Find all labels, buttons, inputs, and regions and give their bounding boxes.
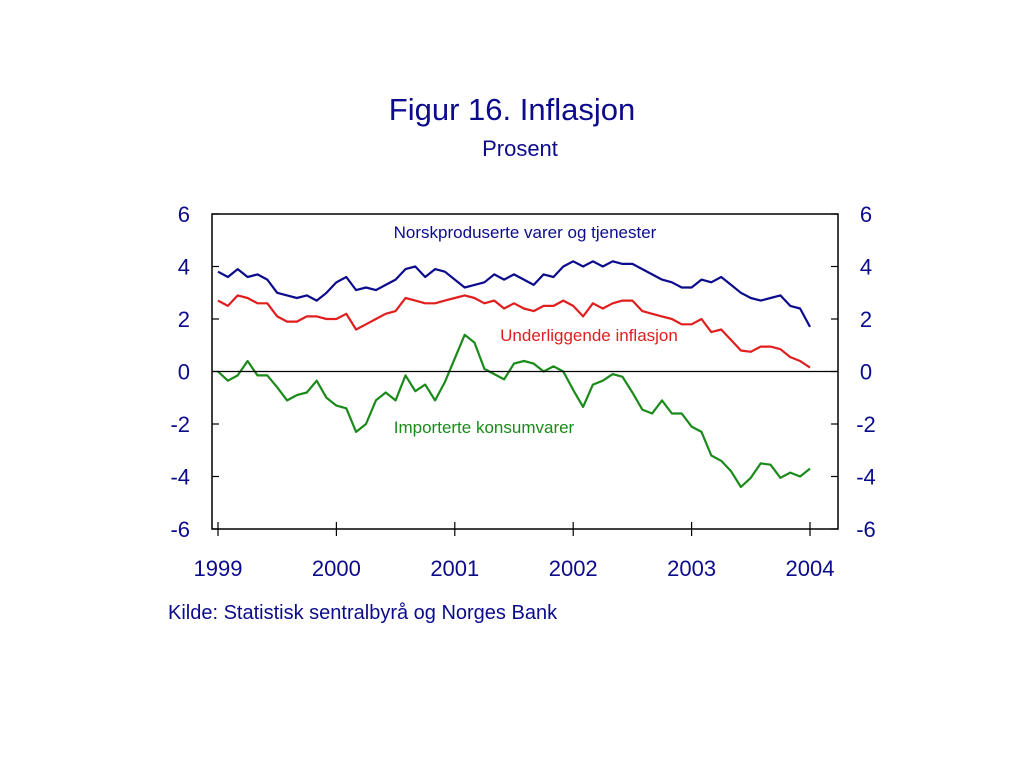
y-tick-label-right: 4 <box>860 255 872 280</box>
annotation-underliggende: Underliggende inflasjon <box>500 326 678 345</box>
series-line-1 <box>217 294 811 369</box>
x-tick-label: 2002 <box>549 556 598 581</box>
series-line-0 <box>217 260 811 328</box>
x-tick-label: 2001 <box>430 556 479 581</box>
x-tick-label: 1999 <box>194 556 243 581</box>
y-tick-label-right: 6 <box>860 202 872 227</box>
x-tick-label: 2003 <box>667 556 716 581</box>
y-tick-label-right: -2 <box>856 412 876 437</box>
x-tick-label: 2000 <box>312 556 361 581</box>
y-tick-label-left: -4 <box>170 465 190 490</box>
y-tick-label-left: 2 <box>178 307 190 332</box>
annotation-importerte: Importerte konsumvarer <box>394 418 575 437</box>
source-note: Kilde: Statistisk sentralbyrå og Norges … <box>168 602 558 624</box>
y-tick-label-left: 4 <box>178 255 190 280</box>
annotation-norskproduserte: Norskproduserte varer og tjenester <box>394 223 657 242</box>
series-line-2 <box>217 333 811 489</box>
y-tick-label-right: -6 <box>856 517 876 542</box>
y-tick-label-left: 0 <box>178 360 190 385</box>
y-tick-label-left: -2 <box>170 412 190 437</box>
y-tick-label-right: 0 <box>860 360 872 385</box>
series-layer <box>217 260 811 489</box>
chart-subtitle: Prosent <box>482 136 558 161</box>
y-tick-label-right: -4 <box>856 465 876 490</box>
y-tick-label-left: -6 <box>170 517 190 542</box>
y-tick-label-left: 6 <box>178 202 190 227</box>
x-tick-label: 2004 <box>786 556 835 581</box>
y-tick-label-right: 2 <box>860 307 872 332</box>
annotation-layer: Norskproduserte varer og tjenester Under… <box>394 223 678 437</box>
chart-title: Figur 16. Inflasjon <box>388 92 636 127</box>
